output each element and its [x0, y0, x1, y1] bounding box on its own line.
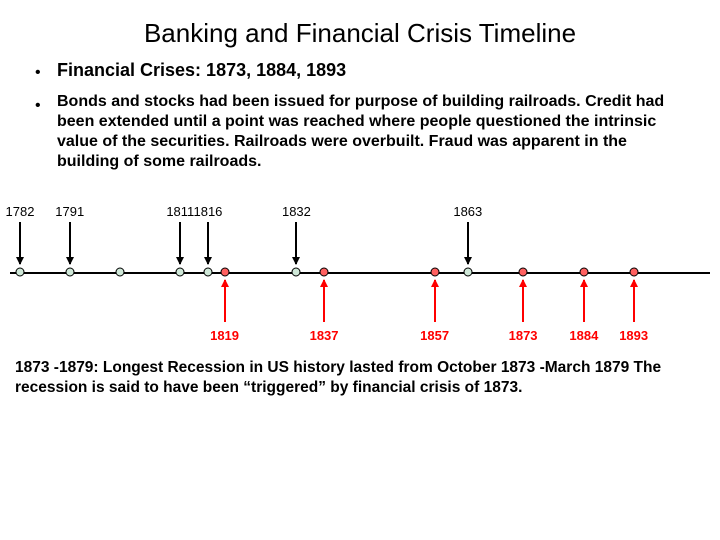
timeline-year-label: 1832 [282, 204, 311, 219]
timeline-dot [65, 267, 74, 276]
bullet-item: • Financial Crises: 1873, 1884, 1893 [35, 59, 685, 82]
bullet-dot-icon: • [35, 92, 43, 114]
timeline-dot [629, 267, 638, 276]
timeline-dot [320, 267, 329, 276]
up-arrow-icon [224, 280, 226, 322]
up-arrow-icon [434, 280, 436, 322]
timeline-dot [430, 267, 439, 276]
timeline-dot [176, 267, 185, 276]
bullet-dot-icon: • [35, 59, 43, 81]
timeline-crisis-label: 1893 [619, 328, 648, 343]
up-arrow-icon [323, 280, 325, 322]
page-title: Banking and Financial Crisis Timeline [0, 0, 720, 59]
down-arrow-icon [467, 222, 469, 264]
timeline-crisis-label: 1819 [210, 328, 239, 343]
timeline-year-label: 1863 [453, 204, 482, 219]
timeline-crisis-label: 1857 [420, 328, 449, 343]
timeline-crisis-label: 1884 [569, 328, 598, 343]
bullet-text: Financial Crises: 1873, 1884, 1893 [43, 59, 346, 82]
timeline-year-label: 1782 [6, 204, 35, 219]
timeline-dot [115, 267, 124, 276]
down-arrow-icon [19, 222, 21, 264]
timeline-year-label: 1816 [193, 204, 222, 219]
down-arrow-icon [207, 222, 209, 264]
down-arrow-icon [295, 222, 297, 264]
footer-note: 1873 -1879: Longest Recession in US hist… [0, 352, 720, 398]
bullet-item: • Bonds and stocks had been issued for p… [35, 92, 685, 172]
timeline-dot [463, 267, 472, 276]
down-arrow-icon [69, 222, 71, 264]
bullet-text: Bonds and stocks had been issued for pur… [43, 92, 685, 172]
up-arrow-icon [522, 280, 524, 322]
timeline-dot [16, 267, 25, 276]
timeline-dot [579, 267, 588, 276]
bullet-list: • Financial Crises: 1873, 1884, 1893 • B… [0, 59, 720, 172]
timeline-crisis-label: 1873 [509, 328, 538, 343]
timeline-dot [519, 267, 528, 276]
timeline-dot [292, 267, 301, 276]
timeline-year-label: 1811 [166, 204, 194, 219]
timeline-year-label: 1791 [55, 204, 84, 219]
down-arrow-icon [179, 222, 181, 264]
timeline-crisis-label: 1837 [310, 328, 339, 343]
up-arrow-icon [583, 280, 585, 322]
up-arrow-icon [633, 280, 635, 322]
timeline-dot [220, 267, 229, 276]
timeline-dot [203, 267, 212, 276]
timeline-diagram: 1782179118111816183218631819183718571873… [10, 182, 710, 352]
